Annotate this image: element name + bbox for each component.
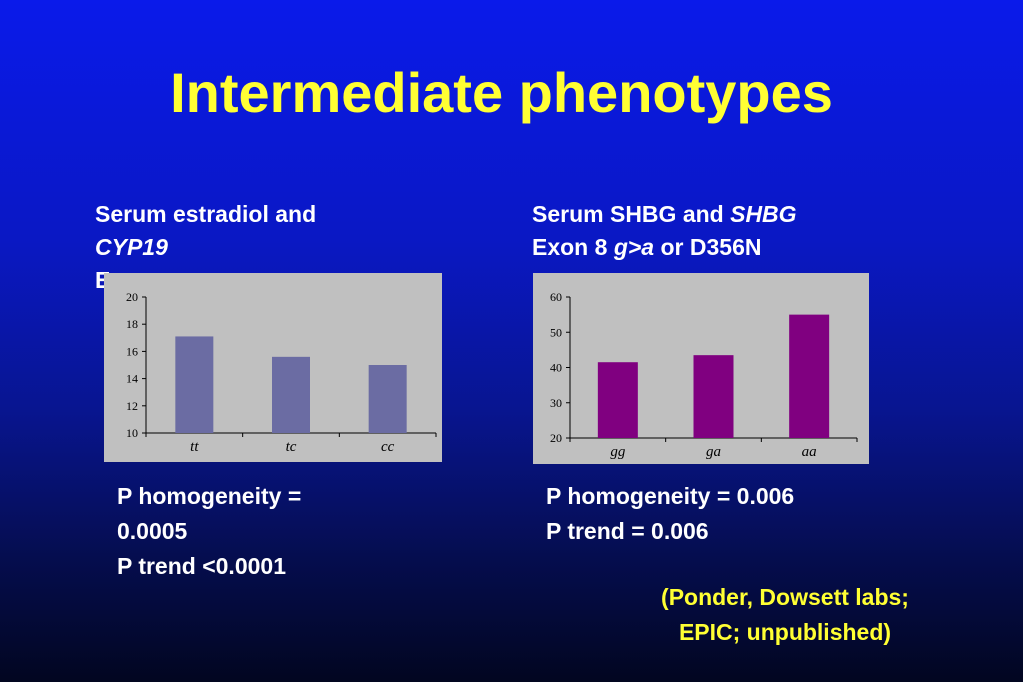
y-tick-label: 12: [126, 399, 138, 413]
category-label: tt: [190, 439, 199, 455]
category-label: cc: [381, 439, 395, 455]
bar-ga: [693, 355, 734, 438]
left-caption-line1: Serum estradiol and: [95, 201, 317, 227]
bar-tt: [175, 336, 214, 433]
y-tick-label: 20: [126, 290, 138, 304]
category-label: tc: [286, 439, 297, 455]
y-tick-label: 16: [126, 344, 138, 358]
left-chart: 10 12 14 16 18 20 tt tc cc: [104, 273, 442, 462]
left-caption-line2: CYP19: [95, 231, 316, 264]
y-tick-label: 20: [550, 431, 562, 445]
bar-aa: [789, 314, 830, 438]
left-stats: P homogeneity = 0.0005 P trend <0.0001: [117, 479, 301, 584]
right-stat-homogeneity: P homogeneity = 0.006: [546, 483, 795, 509]
bar-tc: [272, 356, 310, 433]
category-label: gg: [610, 444, 626, 460]
y-tick-label: 18: [126, 317, 138, 331]
left-stat-homogeneity: P homogeneity =: [117, 483, 302, 509]
citation-line1: (Ponder, Dowsett labs;: [661, 584, 909, 610]
right-caption-line1: Serum SHBG and SHBG: [532, 198, 797, 231]
slide-title: Intermediate phenotypes: [170, 61, 833, 124]
left-chart-svg: 10 12 14 16 18 20 tt tc cc: [126, 290, 437, 455]
gene-name-shbg: SHBG: [730, 201, 797, 227]
bar-cc: [368, 365, 407, 433]
right-caption-line2: Exon 8 g>a or D356N: [532, 231, 797, 264]
right-caption-line2-pre: Exon 8: [532, 234, 614, 260]
right-caption-line2-post: or D356N: [654, 234, 762, 260]
y-tick-label: 14: [126, 372, 138, 386]
y-tick-label: 60: [550, 290, 562, 304]
allele-label: g>a: [613, 234, 655, 260]
bar-gg: [597, 362, 638, 438]
right-stats: P homogeneity = 0.006 P trend = 0.006: [546, 479, 794, 549]
y-tick-label: 50: [550, 325, 562, 339]
right-caption-line1-text: Serum SHBG and: [532, 201, 731, 227]
category-label: ga: [706, 444, 721, 460]
right-chart-svg: 20 30 40 50 60 gg ga aa: [550, 290, 858, 460]
y-tick-label: 40: [550, 361, 562, 375]
category-label: aa: [802, 444, 817, 460]
y-tick-label: 30: [550, 396, 562, 410]
right-stat-trend: P trend = 0.006: [546, 518, 709, 544]
right-chart: 20 30 40 50 60 gg ga aa: [533, 273, 869, 464]
citation: (Ponder, Dowsett labs; EPIC; unpublished…: [600, 580, 970, 650]
citation-line2: EPIC; unpublished): [678, 619, 892, 645]
left-chart-caption: Serum estradiol and CYP19 E: [95, 198, 316, 297]
left-stat-trend: P trend <0.0001: [117, 553, 286, 579]
y-tick-label: 10: [126, 426, 138, 440]
left-stat-homogeneity-value: 0.0005: [117, 518, 188, 544]
gene-name-cyp19: CYP19: [95, 234, 168, 260]
right-chart-caption: Serum SHBG and SHBG Exon 8 g>a or D356N: [532, 198, 797, 264]
